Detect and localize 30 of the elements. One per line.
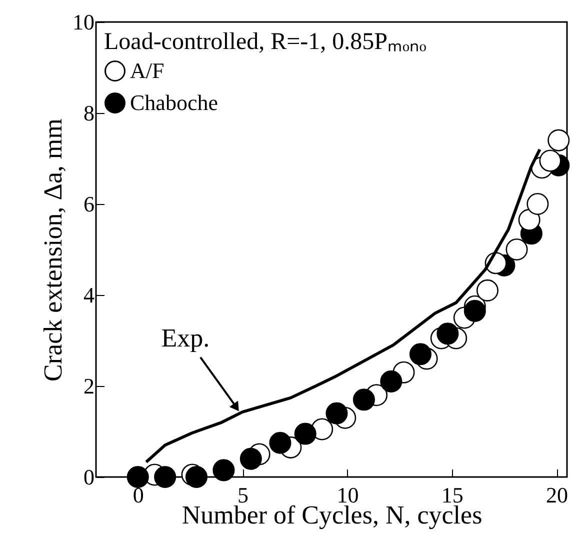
y-tick-label: 2 [84,374,94,398]
x-tick-label: 0 [132,482,144,508]
x-tick-label: 20 [546,482,568,508]
y-axis-title: Crack extension, Δa, mm [38,118,68,382]
y-tick-label: 10 [72,10,94,34]
legend-label: A/F [130,58,164,83]
y-tick-label: 6 [84,192,94,216]
y-tick-label: 4 [84,282,94,308]
point [126,466,149,488]
point [409,343,432,366]
point [548,129,570,152]
point [269,432,292,454]
point [436,322,459,345]
point [539,150,562,172]
legend-label: Chaboche [130,90,218,115]
point [464,300,486,322]
point [518,208,540,231]
point [185,466,208,488]
y-tick-label: 0 [84,464,94,490]
point [352,388,375,411]
point [240,448,262,470]
legend-title: Load-controlled, R=-1, 0.85Pₘₒₙₒ [104,29,426,55]
x-tick-label: 5 [238,482,249,508]
y-tick-label: 8 [84,100,94,126]
point [294,422,316,445]
annotation: Exp. [161,323,210,352]
point [154,466,176,488]
point [380,370,402,392]
point [326,402,348,424]
point [212,459,235,482]
